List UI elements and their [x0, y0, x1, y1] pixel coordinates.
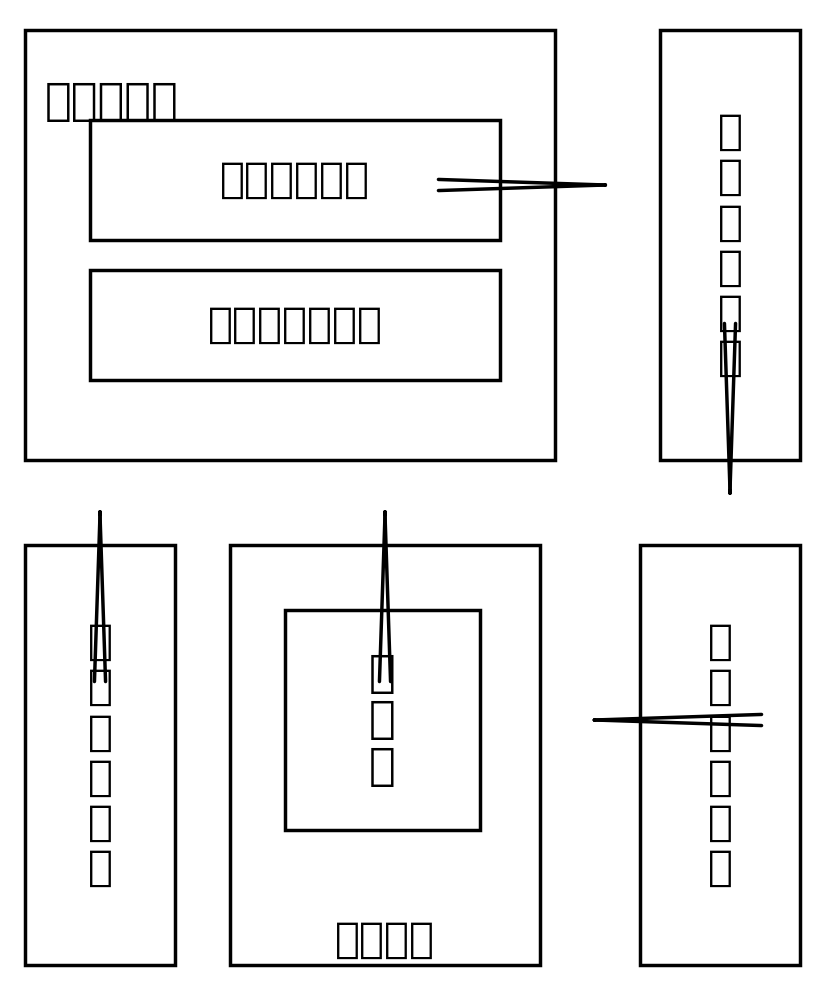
- Text: 飞
机
发
动
机
舱: 飞 机 发 动 机 舱: [87, 621, 113, 889]
- Text: 信
息
处
理
系
统: 信 息 处 理 系 统: [718, 111, 742, 379]
- Text: 受控对象: 受控对象: [335, 919, 435, 961]
- Text: 发
动
机
安
装
车: 发 动 机 安 装 车: [708, 621, 733, 889]
- Text: 可见光传感器: 可见光传感器: [220, 159, 370, 201]
- Bar: [90, 120, 500, 240]
- Bar: [285, 610, 480, 830]
- Bar: [640, 545, 800, 965]
- Bar: [25, 30, 555, 460]
- Text: 传感器系统: 传感器系统: [45, 80, 179, 123]
- Bar: [230, 545, 540, 965]
- Bar: [25, 545, 175, 965]
- Text: 激光测距传感器: 激光测距传感器: [208, 304, 382, 346]
- Text: 发
动
机: 发 动 机: [368, 652, 396, 788]
- Bar: [90, 270, 500, 380]
- Bar: [660, 30, 800, 460]
